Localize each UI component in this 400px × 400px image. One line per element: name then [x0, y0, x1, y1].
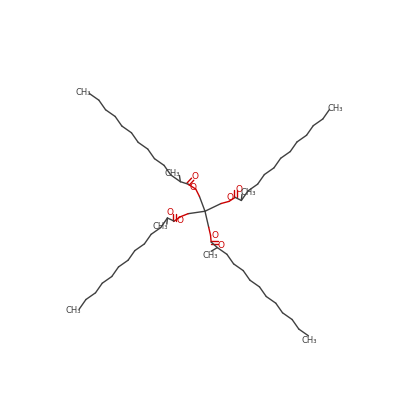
Text: O: O	[176, 216, 183, 225]
Text: O: O	[192, 172, 199, 181]
Text: CH₃: CH₃	[241, 188, 256, 197]
Text: CH₃: CH₃	[152, 222, 168, 231]
Text: O: O	[189, 183, 196, 192]
Text: CH₃: CH₃	[65, 306, 81, 315]
Text: O: O	[218, 241, 224, 250]
Text: CH₃: CH₃	[75, 88, 91, 97]
Text: CH₃: CH₃	[302, 336, 317, 345]
Text: CH₃: CH₃	[165, 168, 180, 178]
Text: O: O	[236, 185, 243, 194]
Text: CH₃: CH₃	[328, 104, 344, 113]
Text: O: O	[167, 208, 174, 217]
Text: O: O	[226, 194, 233, 202]
Text: CH₃: CH₃	[203, 251, 218, 260]
Text: O: O	[211, 231, 218, 240]
